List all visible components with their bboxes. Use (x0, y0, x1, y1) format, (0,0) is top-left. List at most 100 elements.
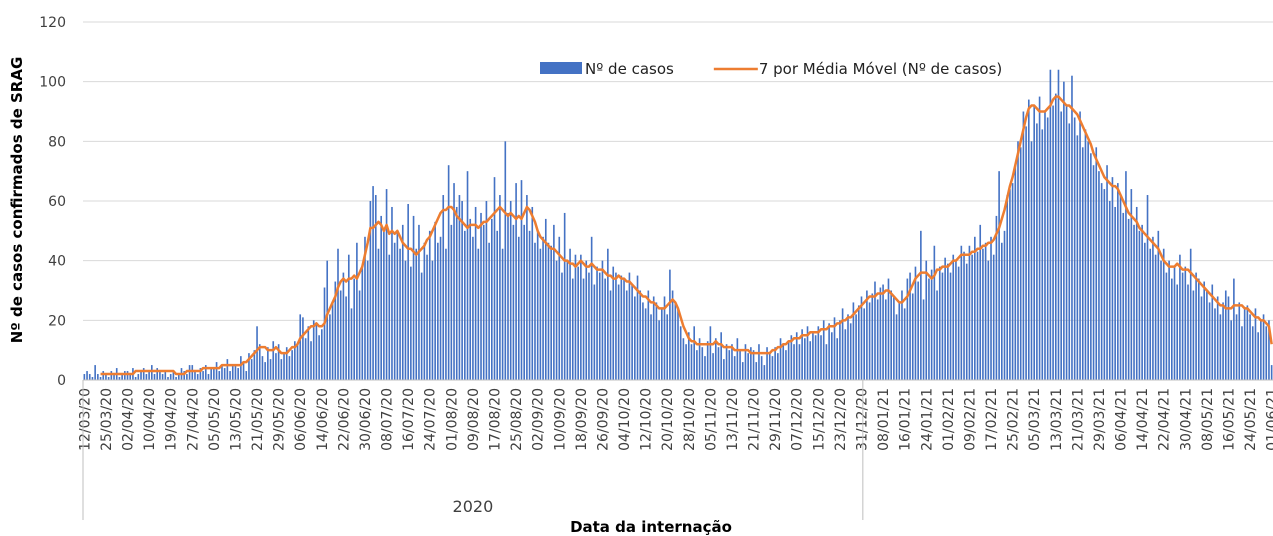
bar (445, 248, 447, 380)
bar (474, 206, 477, 380)
x-tick-label: 19/04/20 (164, 388, 180, 451)
bar (1036, 123, 1038, 380)
x-tick-label: 27/04/20 (185, 388, 201, 451)
bar (221, 365, 223, 380)
bar (512, 224, 515, 380)
bar (1084, 129, 1087, 380)
bar (528, 230, 531, 380)
bar (113, 374, 115, 380)
bar (696, 350, 698, 380)
bar (793, 344, 795, 380)
bar (822, 320, 825, 380)
bar (741, 362, 744, 380)
bar (604, 278, 606, 380)
bar (318, 335, 320, 380)
bar (1108, 201, 1111, 380)
bar (947, 263, 949, 380)
bar (169, 374, 172, 380)
bar (151, 365, 153, 380)
bar (917, 281, 919, 380)
x-tick-label: 14/04/21 (1135, 388, 1151, 451)
bar (385, 189, 388, 380)
bar (1001, 242, 1003, 380)
bar (383, 230, 385, 380)
bar (787, 341, 790, 380)
bar (995, 215, 998, 380)
bar (275, 353, 277, 380)
bar (911, 293, 914, 380)
bar (868, 302, 871, 380)
bar (191, 365, 194, 380)
bar (323, 287, 326, 380)
bar (585, 260, 588, 380)
bar (1019, 147, 1022, 380)
bar (706, 341, 709, 380)
bar (129, 374, 132, 380)
bar (517, 236, 520, 380)
bar (801, 329, 803, 380)
bar (399, 248, 401, 380)
x-tick-label: 02/04/20 (121, 388, 137, 451)
bar (812, 332, 814, 380)
bar (491, 218, 493, 380)
bar (598, 272, 601, 380)
bar (577, 266, 579, 380)
bar (253, 350, 256, 380)
x-tick-label: 26/09/20 (595, 388, 611, 451)
bar (625, 290, 628, 380)
bar (315, 323, 318, 380)
bar (669, 269, 671, 380)
bar (671, 290, 674, 380)
y-axis-title: Nº de casos confirmados de SRAG (8, 57, 26, 344)
x-tick-label: 30/04/21 (1178, 388, 1194, 451)
bar (714, 338, 717, 380)
bar (701, 347, 704, 380)
bar (94, 365, 96, 380)
bar (261, 356, 264, 380)
bar (288, 356, 291, 380)
bar (285, 347, 288, 380)
bar (312, 320, 315, 380)
bar (774, 347, 776, 380)
bar (450, 224, 453, 380)
x-tick-label: 08/07/20 (380, 388, 396, 451)
bar (623, 278, 625, 380)
bar (777, 353, 779, 380)
x-tick-label: 21/11/20 (747, 388, 763, 451)
bar (809, 341, 812, 380)
bar (1154, 254, 1157, 380)
bar (895, 314, 898, 380)
bar (1041, 129, 1044, 380)
bar (1179, 254, 1181, 380)
bar (841, 308, 844, 380)
bar (215, 362, 218, 380)
bar (156, 368, 159, 380)
bar (91, 377, 94, 380)
bar (1025, 126, 1027, 381)
bar (1006, 195, 1009, 380)
bar (404, 260, 407, 380)
bar (1224, 290, 1227, 380)
bar (1111, 177, 1114, 380)
bar (636, 275, 639, 380)
bar (1027, 99, 1030, 381)
bar (356, 242, 358, 380)
bar (137, 374, 140, 380)
bar (1197, 278, 1200, 380)
bar (876, 299, 879, 380)
bar (1200, 296, 1203, 380)
bar (437, 242, 439, 380)
bar (1149, 248, 1152, 380)
bar (652, 296, 655, 380)
bar (925, 260, 928, 380)
bar (496, 230, 499, 380)
bar (342, 272, 345, 380)
bar (482, 224, 485, 380)
y-tick-label: 120 (39, 15, 66, 31)
bar (739, 350, 741, 380)
bar (420, 272, 423, 380)
bar (833, 317, 836, 380)
bar (1265, 326, 1268, 380)
